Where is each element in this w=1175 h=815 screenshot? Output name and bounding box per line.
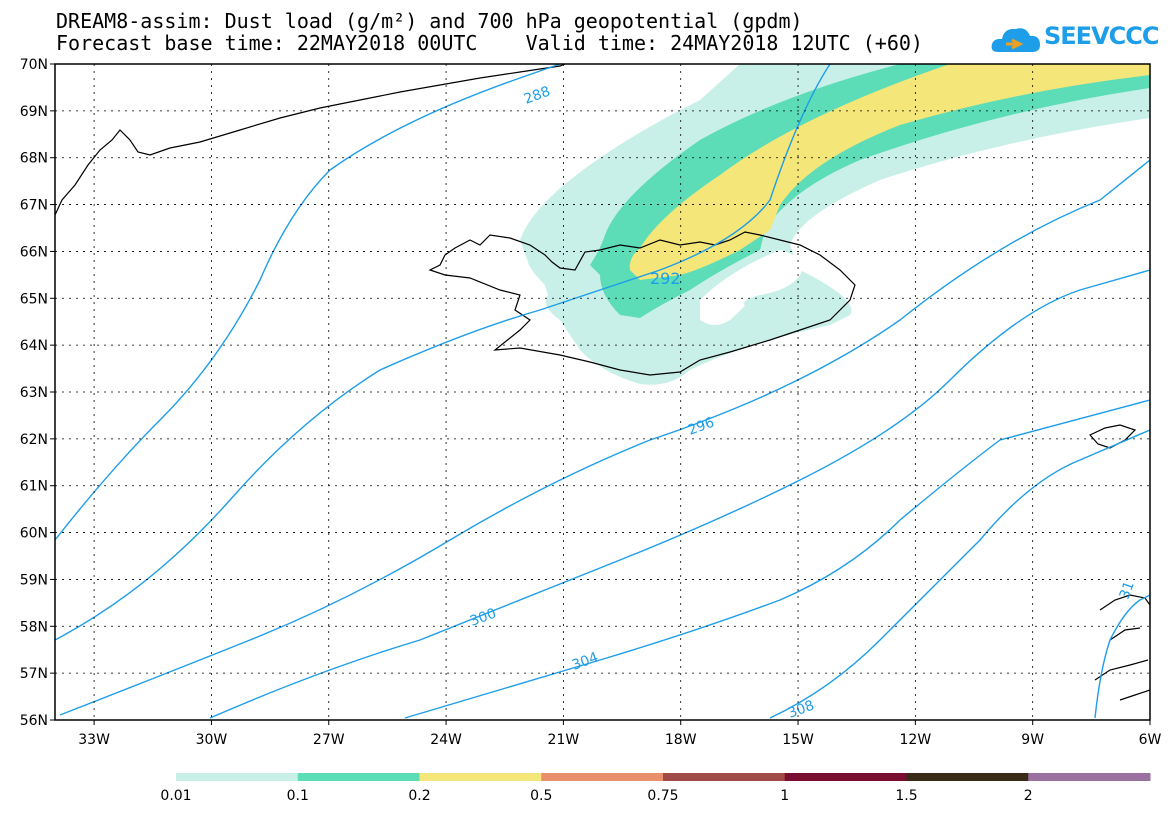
contour-line-296 — [59, 159, 1150, 716]
title-line-1: DREAM8-assim: Dust load (g/m²) and 700 h… — [56, 9, 803, 33]
axis-labels: 70N 69N 68N 67N 66N 65N 64N 63N 62N 61N 60N 59N 58N 5… — [20, 57, 1162, 748]
colorbar-label: 0.5 — [530, 788, 552, 804]
lat-label-69N: 69N — [20, 104, 48, 120]
lon-label-30W: 30W — [196, 732, 228, 748]
colorbar: 0.01 0.1 0.2 0.5 0.75 1 1.5 2 — [160, 773, 1151, 804]
colorbar-label: 2 — [1024, 788, 1033, 804]
geopotential-contours — [55, 64, 1150, 719]
lon-label-18W: 18W — [665, 732, 697, 748]
colorbar-label: 0.75 — [647, 788, 678, 804]
contour-line-308 — [769, 429, 1150, 719]
logo-text: SEEVCCC — [1044, 22, 1159, 50]
colorbar-label: 0.2 — [408, 788, 430, 804]
contour-label-304: 304 — [570, 650, 601, 674]
coastlines — [55, 64, 1150, 701]
faroe-coast — [1089, 424, 1137, 449]
lon-label-6W: 6W — [1139, 732, 1162, 748]
lon-label-33W: 33W — [78, 732, 110, 748]
lon-label-12W: 12W — [900, 732, 932, 748]
greenland-coast — [55, 64, 566, 216]
lat-label-70N: 70N — [20, 57, 48, 73]
contour-label-312: 31 — [1117, 579, 1138, 601]
colorbar-swatch — [906, 773, 1029, 781]
lat-label-68N: 68N — [20, 151, 48, 167]
colorbar-label: 1 — [780, 788, 789, 804]
colorbar-label: 0.01 — [160, 788, 191, 804]
lat-label-66N: 66N — [20, 244, 48, 260]
colorbar-swatch — [541, 773, 664, 781]
lat-label-62N: 62N — [20, 432, 48, 448]
colorbar-label: 0.1 — [287, 788, 309, 804]
colorbar-label: 1.5 — [895, 788, 917, 804]
lat-label-67N: 67N — [20, 198, 48, 214]
iceland-coast — [428, 231, 856, 376]
colorbar-swatch — [176, 773, 299, 781]
contour-line-312 — [1094, 594, 1150, 719]
contour-label-288: 288 — [522, 84, 553, 108]
lat-label-65N: 65N — [20, 291, 48, 307]
dust-area-0.01 — [520, 64, 1150, 385]
dust-field — [520, 64, 1150, 385]
lat-label-59N: 59N — [20, 572, 48, 588]
lon-label-15W: 15W — [782, 732, 814, 748]
lat-label-56N: 56N — [20, 713, 48, 729]
shetland-norway-coast — [1094, 594, 1150, 701]
contour-label-296: 296 — [686, 415, 717, 439]
lat-label-63N: 63N — [20, 385, 48, 401]
lat-label-57N: 57N — [20, 666, 48, 682]
title-line-2: Forecast base time: 22MAY2018 00UTC Vali… — [56, 31, 923, 55]
lon-label-9W: 9W — [1021, 732, 1044, 748]
lon-label-24W: 24W — [430, 732, 462, 748]
dust-area-0.2 — [629, 64, 1150, 280]
contour-line-292 — [55, 64, 831, 641]
lat-label-61N: 61N — [20, 479, 48, 495]
colorbar-swatch — [663, 773, 786, 781]
contour-line-300 — [209, 269, 1150, 719]
grid-lines — [50, 63, 1151, 725]
lat-label-58N: 58N — [20, 619, 48, 635]
colorbar-swatch — [297, 773, 420, 781]
contour-label-292: 292 — [650, 269, 681, 288]
white-island-interior — [700, 250, 803, 325]
colorbar-swatch — [419, 773, 542, 781]
contour-line-288 — [55, 64, 561, 541]
colorbar-swatch — [784, 773, 907, 781]
lon-label-27W: 27W — [313, 732, 345, 748]
lon-label-21W: 21W — [548, 732, 580, 748]
lat-label-60N: 60N — [20, 526, 48, 542]
contour-label-308: 308 — [786, 698, 817, 722]
contour-line-304 — [404, 399, 1150, 719]
cloud-icon — [991, 28, 1040, 52]
lat-label-64N: 64N — [20, 338, 48, 354]
colorbar-swatch — [1028, 773, 1151, 781]
